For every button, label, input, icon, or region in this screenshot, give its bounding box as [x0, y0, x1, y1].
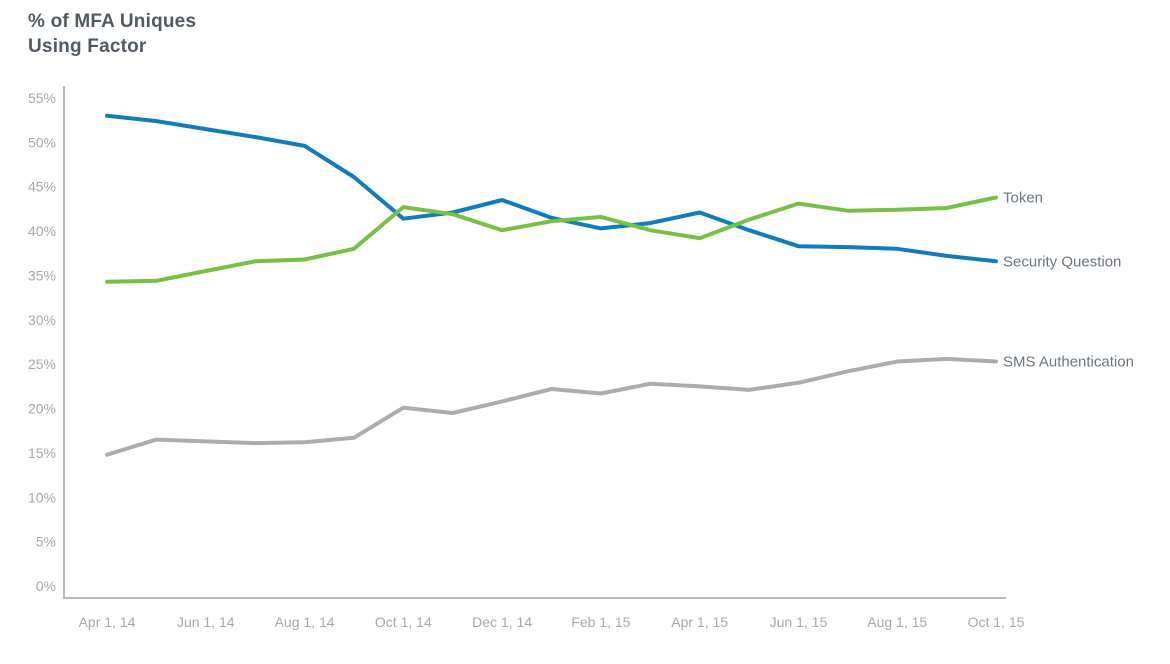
y-axis-tick-label-25-: 25% — [28, 356, 56, 372]
x-axis-tick-label-jun-1-14: Jun 1, 14 — [177, 614, 235, 630]
line-security-question — [105, 113, 998, 264]
y-axis-tick-label-55-: 55% — [28, 90, 56, 106]
x-axis-tick-label-oct-1-14: Oct 1, 14 — [375, 614, 432, 630]
chart-title: % of MFA Uniques Using Factor — [28, 9, 196, 59]
series-label-token: Token — [1003, 189, 1043, 206]
line-token — [105, 195, 998, 284]
y-axis-tick-label-50-: 50% — [28, 134, 56, 150]
x-axis-tick-label-apr-1-14: Apr 1, 14 — [79, 614, 136, 630]
x-axis-tick-label-aug-1-15: Aug 1, 15 — [867, 614, 927, 630]
line-sms-authentication — [105, 356, 998, 457]
y-axis-tick-label-40-: 40% — [28, 223, 56, 239]
x-axis-tick-label-aug-1-14: Aug 1, 14 — [275, 614, 335, 630]
x-axis-tick-label-oct-1-15: Oct 1, 15 — [968, 614, 1025, 630]
chart-title-line-2: Using Factor — [28, 36, 147, 57]
y-axis-tick-label-10-: 10% — [28, 489, 56, 505]
x-axis-tick-label-dec-1-14: Dec 1, 14 — [472, 614, 532, 630]
x-axis-tick-label-jun-1-15: Jun 1, 15 — [770, 614, 828, 630]
y-axis-tick-label-5-: 5% — [36, 534, 56, 550]
y-axis-tick-label-15-: 15% — [28, 445, 56, 461]
series-label-security-question: Security Question — [1003, 253, 1121, 270]
series-label-sms-authentication: SMS Authentication — [1003, 354, 1134, 371]
y-axis-tick-label-20-: 20% — [28, 401, 56, 417]
y-axis-tick-label-45-: 45% — [28, 179, 56, 195]
x-axis-tick-label-apr-1-15: Apr 1, 15 — [671, 614, 728, 630]
y-axis-tick-label-30-: 30% — [28, 312, 56, 328]
y-axis-tick-label-35-: 35% — [28, 267, 56, 283]
chart-title-line-1: % of MFA Uniques — [28, 11, 197, 32]
y-axis-tick-label-0-: 0% — [36, 578, 56, 594]
x-axis-tick-label-feb-1-15: Feb 1, 15 — [571, 614, 630, 630]
